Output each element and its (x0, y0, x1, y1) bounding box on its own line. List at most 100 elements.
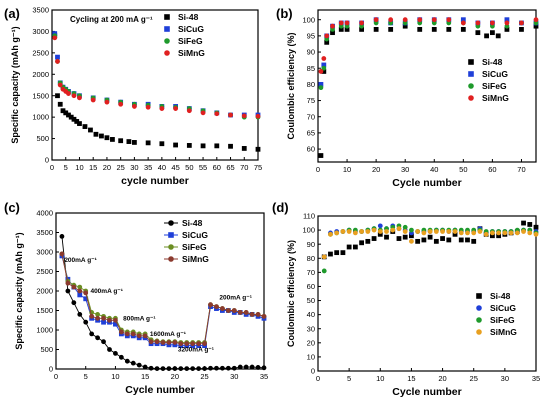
y-tick-label: 85 (307, 64, 315, 73)
data-point (110, 137, 115, 142)
data-point (219, 306, 225, 311)
data-point (346, 244, 352, 250)
y-tick-label: 2000 (32, 70, 49, 79)
legend-marker (468, 83, 474, 89)
data-point (261, 313, 267, 319)
data-point (214, 365, 219, 371)
legend-marker (468, 95, 474, 101)
x-axis-label: Cycle number (392, 177, 461, 189)
data-point (427, 234, 433, 240)
x-tick-label: 10 (75, 163, 83, 172)
panel-a: 0 5 10 15 20 25 30 35 40 45 50 55 60 65 70 75 0 500 1000 15… (4, 6, 262, 187)
data-point (184, 341, 190, 347)
series-si-48 (321, 220, 539, 260)
data-point (334, 250, 340, 256)
x-tick-label: 50 (459, 165, 467, 174)
data-point (136, 333, 142, 339)
data-point (172, 366, 178, 372)
data-point (131, 104, 137, 109)
legend-label: Si-48 (182, 218, 203, 228)
data-point (427, 229, 433, 234)
y-tick-label: 4000 (36, 209, 53, 218)
data-point (101, 315, 106, 321)
series-simng (52, 35, 261, 119)
data-point (113, 350, 118, 356)
panel-c: 0 5 10 15 20 25 30 35 0 500 1000 1500 2000 2500 3000 35… (4, 200, 268, 396)
data-point (261, 365, 267, 371)
data-point (118, 329, 124, 335)
plot-frame (317, 9, 537, 163)
data-point (373, 17, 379, 23)
series-sifeg (52, 33, 261, 120)
panel-d: 0 5 10 15 20 25 30 35 0 10 20 30 40 50 60 70 80 90 100 110 C… (272, 200, 540, 398)
data-point (460, 20, 466, 26)
legend-marker (168, 256, 174, 262)
data-point (57, 82, 63, 88)
data-point (431, 17, 437, 23)
data-point (237, 364, 243, 370)
series-si-48 (318, 23, 539, 158)
data-point (95, 311, 100, 317)
legend-label: Si-48 (482, 57, 503, 67)
data-point (107, 347, 112, 352)
data-point (388, 27, 394, 32)
data-point (396, 236, 402, 241)
data-point (415, 229, 421, 234)
data-point (465, 230, 470, 236)
legend: Si-48 SiCuG SiFeG SiMnG (164, 218, 209, 264)
y-tick-label: 3000 (32, 27, 49, 36)
data-point (321, 268, 327, 274)
data-point (452, 229, 458, 234)
data-point (214, 143, 220, 149)
data-point (99, 133, 104, 139)
legend-label: SiFeG (490, 315, 515, 325)
data-point (66, 91, 71, 96)
data-point (396, 226, 402, 232)
data-point (178, 341, 184, 347)
data-point (172, 340, 178, 345)
x-tick-label: 20 (372, 165, 380, 174)
legend-label: SiCuG (482, 69, 508, 79)
data-point (330, 23, 335, 29)
data-point (502, 230, 508, 236)
data-point (77, 311, 83, 317)
data-point (52, 35, 58, 41)
data-point (126, 139, 132, 144)
y-tick-label: 3000 (36, 248, 53, 257)
data-point (384, 234, 389, 240)
data-point (377, 223, 383, 229)
data-point (340, 229, 346, 234)
data-point (527, 230, 533, 236)
data-point (489, 230, 495, 236)
data-point (495, 33, 501, 39)
data-point (431, 27, 437, 32)
data-point (214, 111, 220, 117)
panel-label: (b) (276, 6, 293, 21)
legend-marker (476, 317, 482, 323)
y-tick-label: 75 (307, 96, 315, 105)
data-point (390, 227, 396, 233)
data-point (446, 229, 452, 234)
series-si-48 (52, 33, 261, 152)
legend-label: SiMnG (490, 327, 517, 337)
data-point (446, 17, 452, 23)
y-tick-label: 100 (302, 15, 315, 24)
y-tick-label: 1000 (36, 326, 53, 335)
data-point (196, 366, 202, 372)
data-point (475, 20, 481, 26)
y-tick-label: 30 (307, 324, 315, 333)
data-point (166, 340, 172, 345)
y-tick-label: 0 (45, 156, 49, 165)
plot-frame (51, 9, 259, 161)
data-point (460, 27, 466, 32)
data-point (101, 319, 106, 325)
data-point (249, 364, 255, 370)
data-point (402, 224, 408, 230)
data-point (318, 85, 324, 91)
legend: Si-48 SiCuG SiFeG SiMnG (164, 12, 205, 58)
x-tick-label: 30 (130, 163, 138, 172)
data-point (496, 230, 502, 236)
data-point (225, 365, 231, 371)
legend-label: Si-48 (490, 291, 511, 301)
series-sifeg (318, 20, 539, 91)
